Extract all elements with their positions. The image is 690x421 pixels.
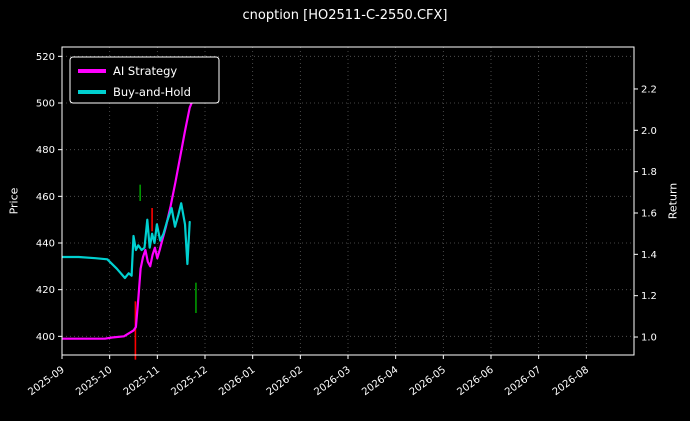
y-tick-label-left: 460 (36, 192, 55, 203)
y-tick-label-right: 2.0 (641, 126, 657, 137)
y-tick-label-right: 1.0 (641, 333, 657, 344)
series-line-buy-and-hold (62, 202, 191, 280)
legend-box (69, 56, 220, 104)
x-tick-label: 2025-11 (122, 365, 162, 398)
y-tick-label-right: 1.4 (641, 250, 657, 261)
y-tick-label-left: 400 (36, 332, 55, 343)
x-tick-label: 2026-01 (217, 365, 257, 398)
legend-label: AI Strategy (113, 64, 177, 78)
x-tick-label: 2025-09 (26, 365, 66, 398)
y-tick-label-right: 1.8 (641, 167, 657, 178)
x-tick-label: 2026-03 (312, 365, 352, 398)
y-tick-label-left: 500 (36, 99, 55, 110)
x-tick-label: 2025-12 (169, 365, 209, 398)
legend-label: Buy-and-Hold (113, 85, 191, 99)
x-tick-label: 2025-10 (74, 365, 114, 398)
y-tick-label-left: 520 (36, 52, 55, 63)
x-tick-label: 2026-06 (455, 365, 495, 398)
x-tick-label: 2026-05 (408, 365, 448, 398)
y-tick-label-left: 480 (36, 145, 55, 156)
x-tick-label: 2026-02 (265, 365, 305, 398)
plot-border (61, 46, 635, 356)
y-tick-label-right: 1.6 (641, 208, 657, 219)
y-tick-label-left: 420 (36, 285, 55, 296)
x-tick-label: 2026-08 (551, 365, 591, 398)
y-tick-label-left: 440 (36, 239, 55, 250)
y-tick-label-right: 1.2 (641, 291, 657, 302)
x-tick-label: 2026-07 (503, 365, 543, 398)
series-line-ai-strategy (62, 94, 196, 340)
y-tick-label-right: 2.2 (641, 84, 657, 95)
chart-title: cnoption [HO2511-C-2550.CFX] (242, 8, 448, 23)
x-tick-label: 2026-04 (360, 365, 400, 398)
